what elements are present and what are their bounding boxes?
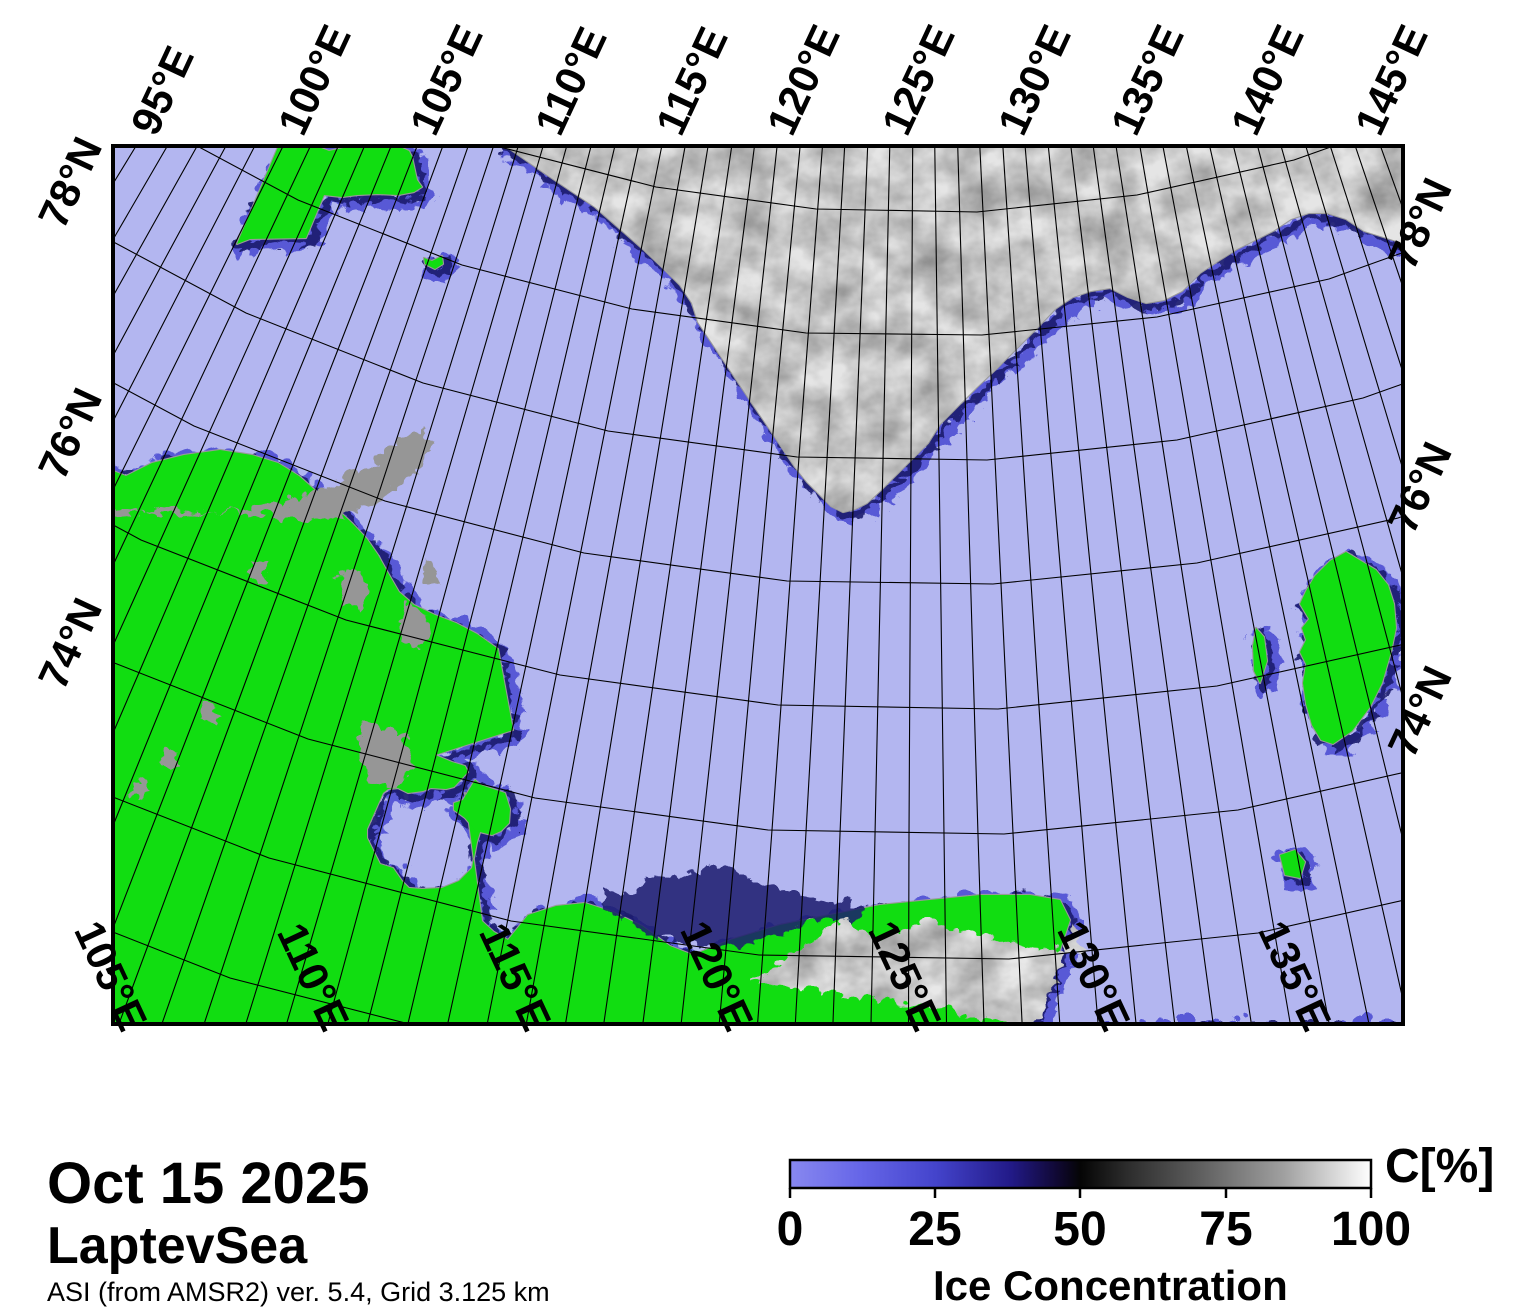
svg-text:110°E: 110°E [526, 20, 616, 142]
svg-text:125°E: 125°E [873, 18, 964, 142]
svg-text:Oct 15 2025: Oct 15 2025 [47, 1151, 369, 1216]
svg-text:76°N: 76°N [29, 381, 111, 486]
svg-text:120°E: 120°E [758, 18, 849, 142]
svg-text:C[%]: C[%] [1385, 1140, 1494, 1193]
svg-text:ASI (from AMSR2) ver. 5.4, Gr: ASI (from AMSR2) ver. 5.4, Grid 3.125 km [47, 1277, 550, 1307]
svg-text:95°E: 95°E [122, 39, 203, 142]
svg-text:25: 25 [908, 1203, 961, 1256]
svg-text:105°E: 105°E [401, 18, 492, 142]
svg-text:74°N: 74°N [29, 591, 111, 696]
svg-text:78°N: 78°N [29, 130, 111, 235]
svg-text:100°E: 100°E [269, 18, 360, 142]
svg-text:145°E: 145°E [1346, 18, 1437, 142]
svg-text:115°E: 115°E [647, 20, 737, 142]
svg-text:50: 50 [1053, 1203, 1106, 1256]
svg-text:135°E: 135°E [1102, 18, 1193, 142]
svg-text:130°E: 130°E [989, 18, 1080, 142]
svg-text:100: 100 [1331, 1203, 1411, 1256]
svg-text:75: 75 [1199, 1203, 1252, 1256]
svg-text:Ice Concentration: Ice Concentration [933, 1262, 1288, 1309]
svg-text:140°E: 140°E [1222, 18, 1313, 142]
svg-text:0: 0 [777, 1203, 804, 1256]
svg-text:LaptevSea: LaptevSea [47, 1217, 308, 1275]
